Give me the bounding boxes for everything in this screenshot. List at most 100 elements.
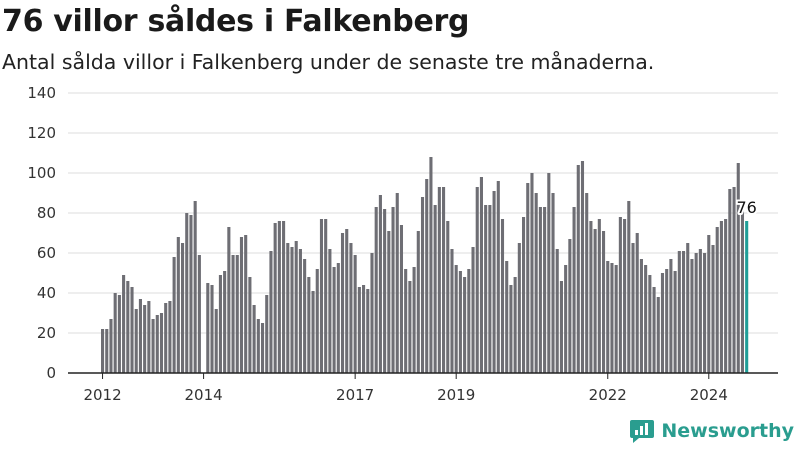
y-axis-tick-labels: 0 20 40 60 80 100 120 140 bbox=[27, 84, 56, 382]
x-tick-label: 2017 bbox=[336, 386, 374, 404]
bar bbox=[383, 209, 387, 373]
bar bbox=[345, 229, 349, 373]
bar bbox=[589, 221, 593, 373]
brand-logo[interactable]: Newsworthy bbox=[629, 418, 794, 444]
bar bbox=[665, 269, 669, 373]
bar bbox=[656, 297, 660, 373]
bar bbox=[151, 319, 155, 373]
bar bbox=[660, 273, 665, 373]
bar bbox=[391, 207, 395, 373]
bar bbox=[303, 259, 307, 373]
bar bbox=[412, 267, 416, 373]
bar bbox=[113, 293, 117, 373]
bar bbox=[353, 255, 357, 373]
bar bbox=[618, 217, 622, 373]
bar bbox=[265, 295, 269, 373]
bar bbox=[117, 295, 121, 373]
bar bbox=[631, 243, 635, 373]
bar bbox=[277, 221, 281, 373]
bar bbox=[522, 217, 526, 373]
bar bbox=[126, 281, 130, 373]
bar bbox=[429, 157, 433, 373]
bar bbox=[509, 285, 513, 373]
bar bbox=[143, 305, 147, 373]
bar bbox=[185, 213, 189, 373]
bar bbox=[585, 193, 589, 373]
bar bbox=[492, 191, 496, 373]
bar bbox=[719, 221, 723, 373]
bar bbox=[572, 207, 576, 373]
bar bbox=[332, 267, 336, 373]
bar bbox=[677, 251, 681, 373]
bar bbox=[336, 263, 340, 373]
bar bbox=[366, 289, 370, 373]
bar bbox=[180, 243, 185, 373]
bar bbox=[711, 245, 715, 373]
bar bbox=[235, 255, 239, 373]
x-tick-label: 2024 bbox=[690, 386, 728, 404]
x-tick-label: 2022 bbox=[589, 386, 627, 404]
bar bbox=[597, 219, 601, 373]
bar bbox=[698, 249, 702, 373]
bar bbox=[328, 249, 332, 373]
bar bbox=[168, 301, 172, 373]
bar bbox=[214, 309, 218, 373]
bar bbox=[703, 253, 707, 373]
bar bbox=[475, 187, 479, 373]
bar bbox=[416, 231, 420, 373]
y-tick-label: 100 bbox=[27, 164, 56, 182]
bar bbox=[538, 207, 542, 373]
bar bbox=[340, 233, 345, 373]
bar bbox=[652, 287, 656, 373]
bar bbox=[614, 265, 618, 373]
bar bbox=[307, 277, 311, 373]
bar bbox=[172, 257, 176, 373]
bar bbox=[488, 205, 492, 373]
bar bbox=[408, 281, 412, 373]
bar bbox=[193, 201, 197, 373]
bar bbox=[269, 251, 273, 373]
bar bbox=[374, 207, 378, 373]
bar bbox=[505, 261, 509, 373]
bar bbox=[715, 227, 719, 373]
bar bbox=[669, 259, 673, 373]
bar bbox=[223, 271, 227, 373]
bar bbox=[248, 277, 252, 373]
y-tick-label: 140 bbox=[27, 84, 56, 102]
bar bbox=[517, 243, 521, 373]
bar bbox=[500, 219, 505, 373]
bar bbox=[530, 173, 534, 373]
bar bbox=[370, 253, 374, 373]
bar bbox=[134, 309, 138, 373]
bar bbox=[639, 259, 643, 373]
bar bbox=[479, 177, 483, 373]
bar bbox=[138, 299, 142, 373]
bar bbox=[290, 247, 294, 373]
bar bbox=[484, 205, 488, 373]
bar bbox=[690, 259, 694, 373]
bar bbox=[357, 287, 361, 373]
x-tick-label: 2012 bbox=[83, 386, 121, 404]
y-tick-label: 120 bbox=[27, 124, 56, 142]
bar bbox=[227, 227, 231, 373]
y-tick-label: 40 bbox=[37, 284, 56, 302]
bar bbox=[580, 161, 585, 373]
bar bbox=[442, 187, 446, 373]
bar bbox=[378, 195, 382, 373]
bar bbox=[433, 205, 437, 373]
bar bbox=[593, 229, 597, 373]
bar bbox=[164, 303, 168, 373]
brand-name: Newsworthy bbox=[661, 420, 794, 442]
bar bbox=[740, 203, 745, 373]
bar bbox=[362, 285, 366, 373]
bars bbox=[101, 157, 749, 373]
x-axis-tick-labels: 2012 2014 2017 2019 2022 2024 bbox=[83, 373, 728, 404]
bar bbox=[159, 313, 164, 373]
bar bbox=[324, 219, 328, 373]
bar bbox=[686, 243, 690, 373]
bar bbox=[736, 163, 740, 373]
bar bbox=[547, 173, 551, 373]
bar bbox=[728, 189, 732, 373]
bar bbox=[197, 255, 201, 373]
